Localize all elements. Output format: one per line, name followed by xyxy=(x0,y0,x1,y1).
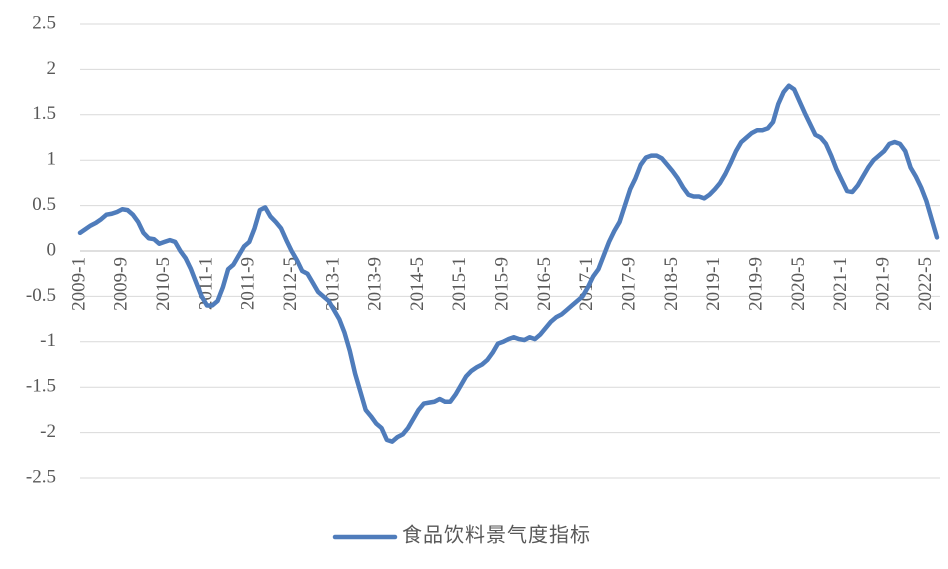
x-tick-label: 2016-5 xyxy=(534,257,555,311)
y-tick-label: 2.5 xyxy=(32,12,56,33)
y-tick-label: -2 xyxy=(40,421,56,442)
data-line xyxy=(77,83,940,444)
x-tick-label: 2012-5 xyxy=(280,257,301,311)
x-tick-label: 2011-9 xyxy=(238,257,259,310)
y-tick-label: 1.5 xyxy=(32,103,56,124)
x-tick-label: 2018-5 xyxy=(661,257,682,311)
x-tick-label: 2019-1 xyxy=(703,257,724,311)
y-tick-label: -0.5 xyxy=(26,285,56,306)
x-tick-label: 2010-5 xyxy=(153,257,174,311)
x-tick-label: 2015-9 xyxy=(492,257,513,311)
x-tick-label: 2014-5 xyxy=(407,257,428,311)
y-tick-label: 1 xyxy=(47,149,57,170)
y-tick-label: -1 xyxy=(40,330,56,351)
x-tick-label: 2013-1 xyxy=(322,257,343,311)
y-tick-label: 0.5 xyxy=(32,194,56,215)
x-tick-label: 2017-9 xyxy=(619,257,640,311)
x-tick-label: 2017-1 xyxy=(576,257,597,311)
x-tick-label: 2015-1 xyxy=(449,257,470,311)
y-tick-label: 0 xyxy=(47,239,57,260)
x-tick-label: 2021-9 xyxy=(872,257,893,311)
x-tick-label: 2013-9 xyxy=(365,257,386,311)
x-tick-label: 2009-9 xyxy=(111,257,132,311)
x-tick-label: 2019-9 xyxy=(745,257,766,311)
legend-label: 食品饮料景气度指标 xyxy=(402,524,591,547)
x-tick-label: 2009-1 xyxy=(68,257,89,311)
y-tick-label: -2.5 xyxy=(26,466,56,487)
x-tick-label: 2020-5 xyxy=(788,257,809,311)
x-tick-label: 2022-5 xyxy=(915,257,936,311)
y-tick-label: 2 xyxy=(47,58,57,79)
x-tick-label: 2021-1 xyxy=(830,257,851,311)
y-tick-label: -1.5 xyxy=(26,376,56,397)
